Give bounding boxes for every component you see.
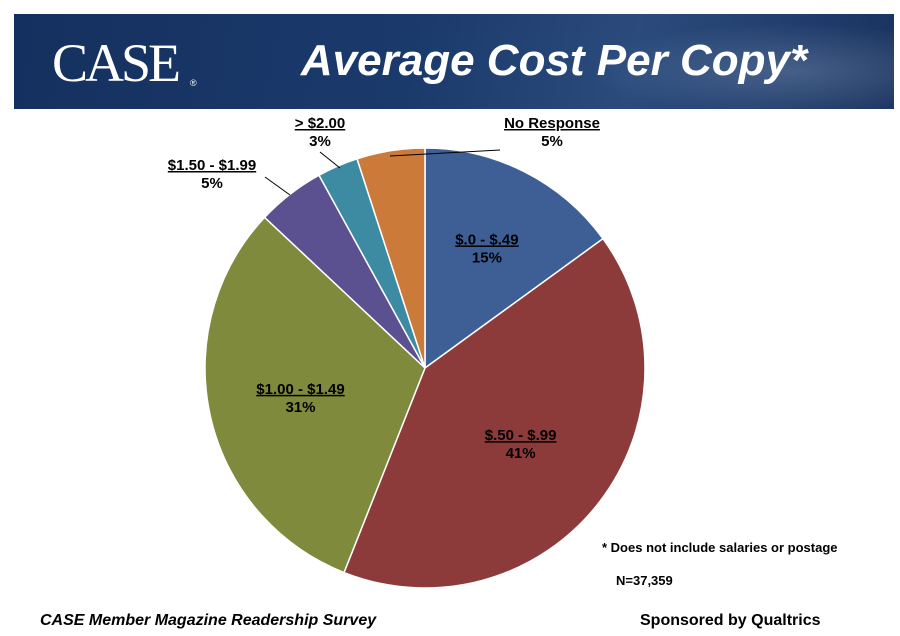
slice-name-label: No Response — [504, 115, 600, 132]
page-title: Average Cost Per Copy* — [300, 36, 808, 85]
slice-percent-label: 15% — [472, 249, 502, 266]
slice-name-label: $1.00 - $1.49 — [256, 381, 344, 398]
registered-mark: ® — [190, 78, 197, 88]
footnote: * Does not include salaries or postage — [602, 540, 838, 555]
survey-name: CASE Member Magazine Readership Survey — [40, 612, 377, 629]
leader-line-5 — [319, 151, 341, 169]
leader-line-6 — [389, 149, 501, 157]
case-logo: CASE — [52, 33, 181, 93]
slice-percent-label: 3% — [309, 133, 331, 150]
slice-percent-label: 5% — [541, 133, 563, 150]
pie-slice-2 — [343, 237, 646, 589]
slice-name-label: > $2.00 — [295, 115, 345, 132]
slice-percent-label: 41% — [506, 445, 536, 462]
slice-name-label: $.0 - $.49 — [455, 231, 518, 248]
slice-name-label: $.50 - $.99 — [485, 427, 557, 444]
world-map-decoration — [554, 14, 894, 109]
leader-line-4 — [264, 176, 291, 196]
slice-percent-label: 31% — [285, 399, 315, 416]
pie-slice-1 — [424, 147, 605, 370]
header-banner: CASE ® Average Cost Per Copy* — [14, 14, 894, 109]
sample-size: N=37,359 — [616, 573, 673, 588]
slice-name-label: $1.50 - $1.99 — [168, 157, 256, 174]
pie-slice-6 — [356, 147, 426, 369]
slice-percent-label: 5% — [201, 175, 223, 192]
sponsor: Sponsored by Qualtrics — [640, 612, 821, 629]
pie-slice-3 — [204, 216, 426, 574]
